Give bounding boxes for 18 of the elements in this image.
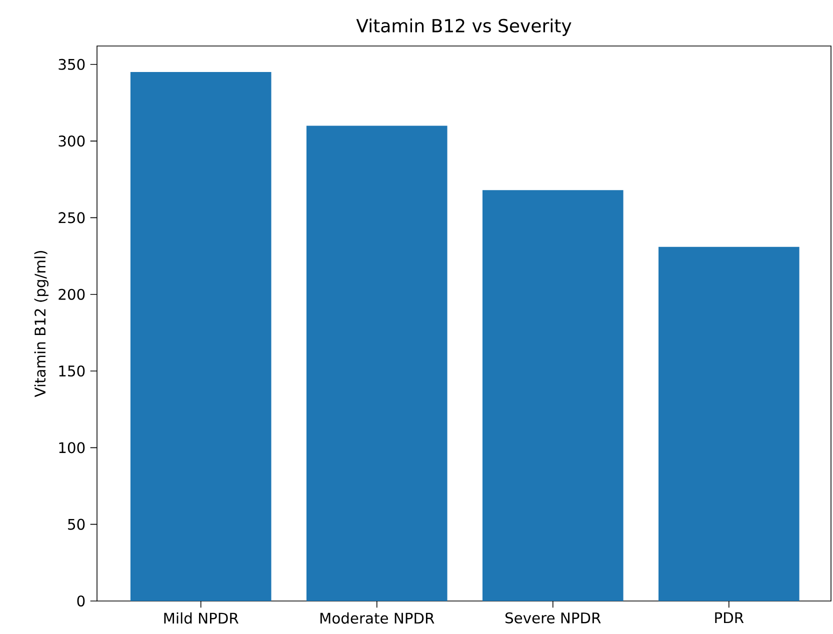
x-tick-label: Mild NPDR xyxy=(164,612,238,624)
y-tick-label: 50 xyxy=(68,518,85,530)
x-tick-label: PDR xyxy=(715,612,744,624)
x-tick-label: Moderate NPDR xyxy=(320,612,434,624)
y-tick-label: 200 xyxy=(58,288,85,300)
x-tick-label: Severe NPDR xyxy=(505,612,601,624)
y-tick-label: 100 xyxy=(59,442,85,454)
y-tick-label: 300 xyxy=(58,136,85,147)
bar xyxy=(306,126,448,601)
bar xyxy=(658,246,800,601)
y-tick-label: 350 xyxy=(58,58,85,70)
y-axis-title: Vitamin B12 (pg/ml) xyxy=(34,250,48,398)
y-tick-label: 150 xyxy=(59,365,85,377)
y-tick-label: 250 xyxy=(58,212,85,224)
y-tick-label: 0 xyxy=(77,595,85,607)
chart-title: Vitamin B12 vs Severity xyxy=(356,18,572,36)
bar xyxy=(130,72,272,601)
bar xyxy=(482,190,624,601)
